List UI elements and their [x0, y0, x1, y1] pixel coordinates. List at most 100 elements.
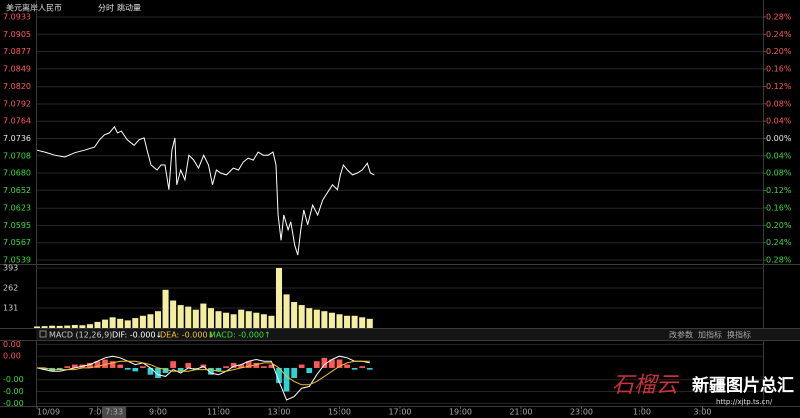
volume-bar [102, 319, 109, 328]
macd-bar [291, 367, 297, 379]
y2-tick-label: 0.16% [766, 203, 792, 212]
volume-bar [313, 309, 320, 328]
macd-bar [87, 362, 93, 368]
macd-bar [276, 367, 282, 384]
volume-bar [132, 318, 139, 328]
macd-bar [94, 361, 101, 368]
macd-bar [109, 361, 116, 368]
y-tick-label: 7.0595 [3, 221, 31, 230]
macd-bar [102, 359, 108, 368]
y-tick-label: 7.0849 [3, 64, 31, 73]
volume-bar [291, 302, 298, 328]
volume-bar [351, 315, 358, 328]
y-tick-label: 7.0820 [3, 82, 31, 91]
macd-bar [64, 366, 71, 368]
plot-area: 7.0933 7.0905 7.0877 7.0849 7.0820 7.0792 7.07… [3, 13, 792, 418]
indicator-button[interactable]: 改参数 [669, 330, 693, 340]
tab[interactable]: 跳动量 [117, 3, 141, 13]
volume-bar [306, 308, 313, 328]
macd-bar [223, 366, 229, 368]
y-tick-label: 7.0792 [3, 99, 31, 108]
macd-bar [56, 367, 63, 370]
y2-tick-label: 0.28% [766, 256, 792, 265]
y2-tick-label: 0.12% [766, 186, 792, 195]
volume-bar [223, 312, 230, 328]
y-tick-label: -0.00 [3, 387, 24, 396]
volume-bar [170, 300, 177, 328]
volume-bar [147, 314, 154, 328]
volume-bar [336, 314, 343, 328]
x-tick-label: 9:00 [149, 408, 167, 417]
y-tick-label: 7.0877 [3, 47, 31, 56]
x-tick-label: 21:00 [509, 408, 532, 417]
volume-bar [359, 317, 366, 328]
macd-bar [306, 367, 313, 373]
indicator-name: MACD (12,26,9) [49, 331, 112, 340]
y-tick-label: 0.00 [3, 352, 21, 361]
y2-tick-label: 0.04% [766, 117, 792, 126]
line-series [36, 355, 370, 401]
y-tick-label: -0.00 [3, 399, 24, 408]
macd-bar [208, 367, 214, 375]
macd-bar [71, 364, 78, 368]
y-tick-label: 7.0736 [3, 134, 31, 143]
volume-bar [109, 317, 116, 328]
x-tick-label: 15:00 [328, 408, 351, 417]
y2-tick-label: 0.04% [766, 151, 792, 160]
y-tick-label: 0.00 [3, 340, 21, 349]
volume-bar [321, 311, 328, 328]
macd-bar [117, 364, 124, 368]
macd-bar [245, 361, 252, 368]
x-tick-label: 10/09 [37, 408, 60, 417]
volume-bar [366, 318, 373, 328]
volume-bar [64, 325, 71, 328]
x-tick-label: 19:00 [449, 408, 472, 417]
volume-bar [268, 315, 275, 328]
collapse-toggle[interactable] [39, 330, 47, 338]
y2-tick-label: 0.16% [766, 65, 792, 74]
volume-bar [215, 311, 222, 328]
volume-bar [200, 303, 207, 328]
macd-bar [359, 366, 366, 368]
volume-bar [328, 312, 335, 328]
y2-tick-label: 0.28% [766, 13, 792, 22]
volume-bar [71, 324, 78, 328]
volume-bar [41, 326, 48, 328]
indicator-bar [36, 329, 800, 340]
macd-bar [192, 367, 199, 370]
x-tick-label: 7:00 [89, 408, 107, 417]
macd-bar [329, 359, 335, 368]
tab[interactable]: 分时 [98, 3, 114, 13]
line-series [37, 360, 370, 386]
y2-tick-label: 0.24% [766, 30, 792, 39]
volume-bar [230, 314, 237, 328]
y-tick-label: 7.0708 [3, 151, 31, 160]
y2-tick-label: 0.20% [766, 221, 792, 230]
watermark-logo: 石榴云 [612, 373, 680, 398]
macd-bar [351, 367, 358, 370]
indicator-button[interactable]: 换指标 [727, 330, 751, 340]
y-tick-label: 131 [3, 303, 18, 312]
line-series [36, 125, 375, 256]
volume-bar [185, 306, 192, 328]
volume-bar [162, 289, 169, 328]
volume-bar [275, 267, 283, 328]
volume-bar [177, 305, 184, 328]
watermark-title: 新疆图片总汇 [692, 375, 794, 396]
macd-bar [185, 362, 192, 368]
volume-bar [124, 320, 131, 328]
indicator-macd: MACD: -0.000↑ [209, 331, 271, 340]
volume-bar [253, 312, 260, 328]
y-tick-label: 7.0680 [3, 169, 31, 178]
volume-bar [283, 294, 290, 328]
volume-bar [344, 315, 351, 328]
crosshair-time-box [102, 406, 127, 418]
macd-bar [336, 359, 343, 368]
volume-bar [86, 324, 93, 328]
x-tick-label: 23:00 [570, 408, 593, 417]
macd-bar [155, 367, 161, 379]
volume-bar [207, 308, 214, 328]
macd-bar [321, 357, 328, 368]
indicator-button[interactable]: 加指标 [698, 330, 722, 340]
